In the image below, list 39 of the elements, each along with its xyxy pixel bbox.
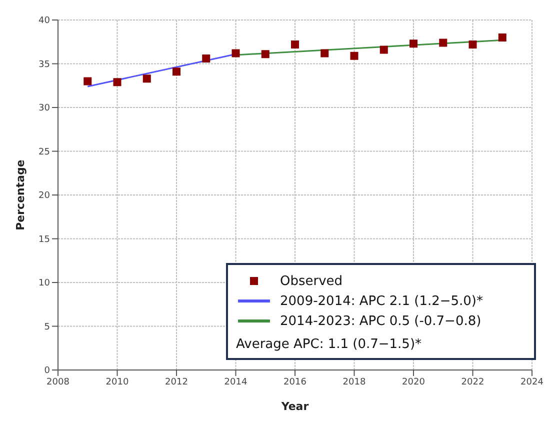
x-tick-label: 2012 bbox=[165, 377, 188, 388]
point bbox=[202, 54, 210, 62]
point bbox=[320, 49, 329, 58]
y-tick-label: 25 bbox=[38, 147, 50, 158]
y-tick-label: 40 bbox=[38, 16, 50, 26]
x-tick-label: 2020 bbox=[402, 377, 426, 388]
point bbox=[291, 40, 299, 48]
x-axis-title: Year bbox=[280, 400, 310, 413]
x-tick-label: 2022 bbox=[461, 377, 484, 388]
legend-label: 2009-2014: APC 2.1 (1.2−5.0)* bbox=[280, 294, 484, 308]
point bbox=[380, 46, 388, 54]
x-tick-label: 2024 bbox=[520, 377, 544, 388]
y-tick-label: 30 bbox=[38, 104, 50, 114]
x-tick-label: 2008 bbox=[46, 377, 70, 388]
point bbox=[113, 78, 122, 86]
x-tick-label: 2018 bbox=[342, 377, 366, 388]
point bbox=[350, 52, 358, 60]
x-tick-label: 2014 bbox=[224, 377, 248, 388]
y-axis-title: Percentage bbox=[14, 160, 27, 230]
x-tick-label: 2016 bbox=[284, 377, 307, 388]
y-tick-label: 10 bbox=[38, 278, 50, 289]
point bbox=[261, 50, 270, 58]
point bbox=[439, 38, 448, 47]
y-tick-label: 5 bbox=[44, 322, 50, 332]
legend-label: 2014-2023: APC 0.5 (-0.7−0.8) bbox=[280, 314, 482, 328]
point bbox=[232, 49, 240, 58]
point bbox=[498, 34, 506, 42]
point bbox=[84, 77, 92, 86]
x-tick-label: 2010 bbox=[106, 377, 129, 388]
y-tick-label: 15 bbox=[38, 234, 50, 245]
y-tick-label: 20 bbox=[38, 191, 50, 202]
legend-label: Observed bbox=[280, 274, 343, 288]
point bbox=[172, 68, 180, 76]
point bbox=[410, 40, 418, 48]
y-tick-label: 0 bbox=[44, 366, 50, 376]
y-tick-label: 35 bbox=[38, 60, 50, 70]
annotation: Average APC: 1.1 (0.7−1.5)* bbox=[236, 337, 423, 352]
point bbox=[468, 40, 477, 48]
point bbox=[142, 74, 151, 83]
